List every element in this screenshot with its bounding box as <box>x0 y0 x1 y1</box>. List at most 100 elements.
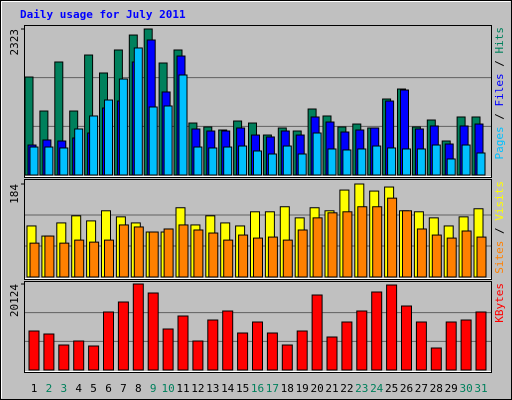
bar <box>446 237 457 278</box>
bar <box>461 230 472 278</box>
bar <box>372 206 383 278</box>
x-tick-label: 28 <box>430 382 443 395</box>
bar <box>44 235 55 278</box>
x-tick-label: 21 <box>325 382 338 395</box>
x-tick-label: 13 <box>206 382 219 395</box>
x-tick-label: 31 <box>474 382 487 395</box>
x-tick-label: 22 <box>340 382 353 395</box>
bar <box>118 224 129 278</box>
bar <box>58 344 70 371</box>
bar <box>416 228 427 278</box>
bar <box>193 146 203 176</box>
bar <box>103 311 114 371</box>
legend-separator: / <box>493 221 506 241</box>
x-tick-label: 12 <box>191 382 204 395</box>
bar <box>282 145 292 176</box>
bar <box>431 144 441 176</box>
bar <box>415 321 427 371</box>
bar <box>386 284 398 371</box>
x-tick-label: 27 <box>415 382 428 395</box>
bar <box>357 206 368 278</box>
legend: KBytes <box>493 283 506 323</box>
bar <box>89 241 100 278</box>
legend-entry: Sites <box>493 241 506 274</box>
bar <box>476 152 486 176</box>
legend-separator: / <box>493 107 506 127</box>
bar <box>371 291 383 371</box>
x-tick-label: 19 <box>296 382 309 395</box>
legend: Pages / Files / Hits <box>493 27 506 160</box>
x-tick-label: 29 <box>445 382 458 395</box>
bar <box>296 330 308 371</box>
bar <box>44 146 54 176</box>
bar <box>238 145 248 176</box>
bar <box>297 153 307 176</box>
x-tick-label: 23 <box>355 382 368 395</box>
bar <box>29 146 39 176</box>
bar <box>74 239 85 278</box>
bar <box>238 234 249 278</box>
x-tick-label: 18 <box>281 382 294 395</box>
bar <box>43 333 55 371</box>
bar <box>132 283 144 371</box>
x-tick-label: 6 <box>105 382 112 395</box>
bar <box>192 340 204 371</box>
bar <box>387 147 397 176</box>
x-tick-label: 20 <box>310 382 323 395</box>
bar <box>253 237 263 278</box>
bar <box>117 301 129 371</box>
bar <box>476 236 487 278</box>
bar <box>148 231 159 278</box>
bar <box>267 236 278 278</box>
bar <box>252 321 263 371</box>
x-tick-label: 10 <box>161 382 174 395</box>
bar <box>267 153 277 176</box>
bar <box>74 128 84 176</box>
x-tick-label: 17 <box>266 382 279 395</box>
x-tick-label: 7 <box>120 382 127 395</box>
bar <box>59 147 69 176</box>
bar <box>357 148 367 176</box>
bar <box>222 310 234 371</box>
bar <box>402 210 412 278</box>
x-tick-label: 5 <box>90 382 97 395</box>
bar <box>207 319 219 371</box>
x-tick-label: 24 <box>370 382 384 395</box>
bar <box>208 232 219 278</box>
bar <box>311 294 323 371</box>
bar <box>147 292 159 371</box>
bar <box>387 197 398 278</box>
bar <box>281 344 293 371</box>
x-tick-label: 4 <box>75 382 82 395</box>
bar <box>223 239 234 278</box>
bar <box>162 328 174 371</box>
bar <box>104 239 114 278</box>
bar <box>177 315 189 371</box>
bar <box>29 242 40 278</box>
bar <box>223 146 233 176</box>
x-tick-label: 30 <box>459 382 472 395</box>
x-tick-label: 8 <box>135 382 142 395</box>
bar <box>356 310 368 371</box>
bar <box>178 74 188 176</box>
y-tick-label: 184 <box>8 184 21 204</box>
bar <box>208 147 218 176</box>
bar <box>118 78 128 176</box>
bar <box>104 99 113 176</box>
bar <box>237 332 249 371</box>
bar <box>401 305 412 371</box>
x-tick-label: 3 <box>60 382 67 395</box>
legend-entry: Hits <box>493 27 506 54</box>
bar <box>133 47 143 176</box>
bar <box>326 336 338 371</box>
bar <box>163 105 173 176</box>
legend-entry: Pages <box>493 126 506 159</box>
bar <box>430 347 442 371</box>
bar <box>193 229 204 278</box>
bar <box>163 228 174 278</box>
legend-entry: Files <box>493 73 506 106</box>
bar <box>28 330 40 371</box>
bar <box>416 148 426 176</box>
bar <box>88 345 100 371</box>
